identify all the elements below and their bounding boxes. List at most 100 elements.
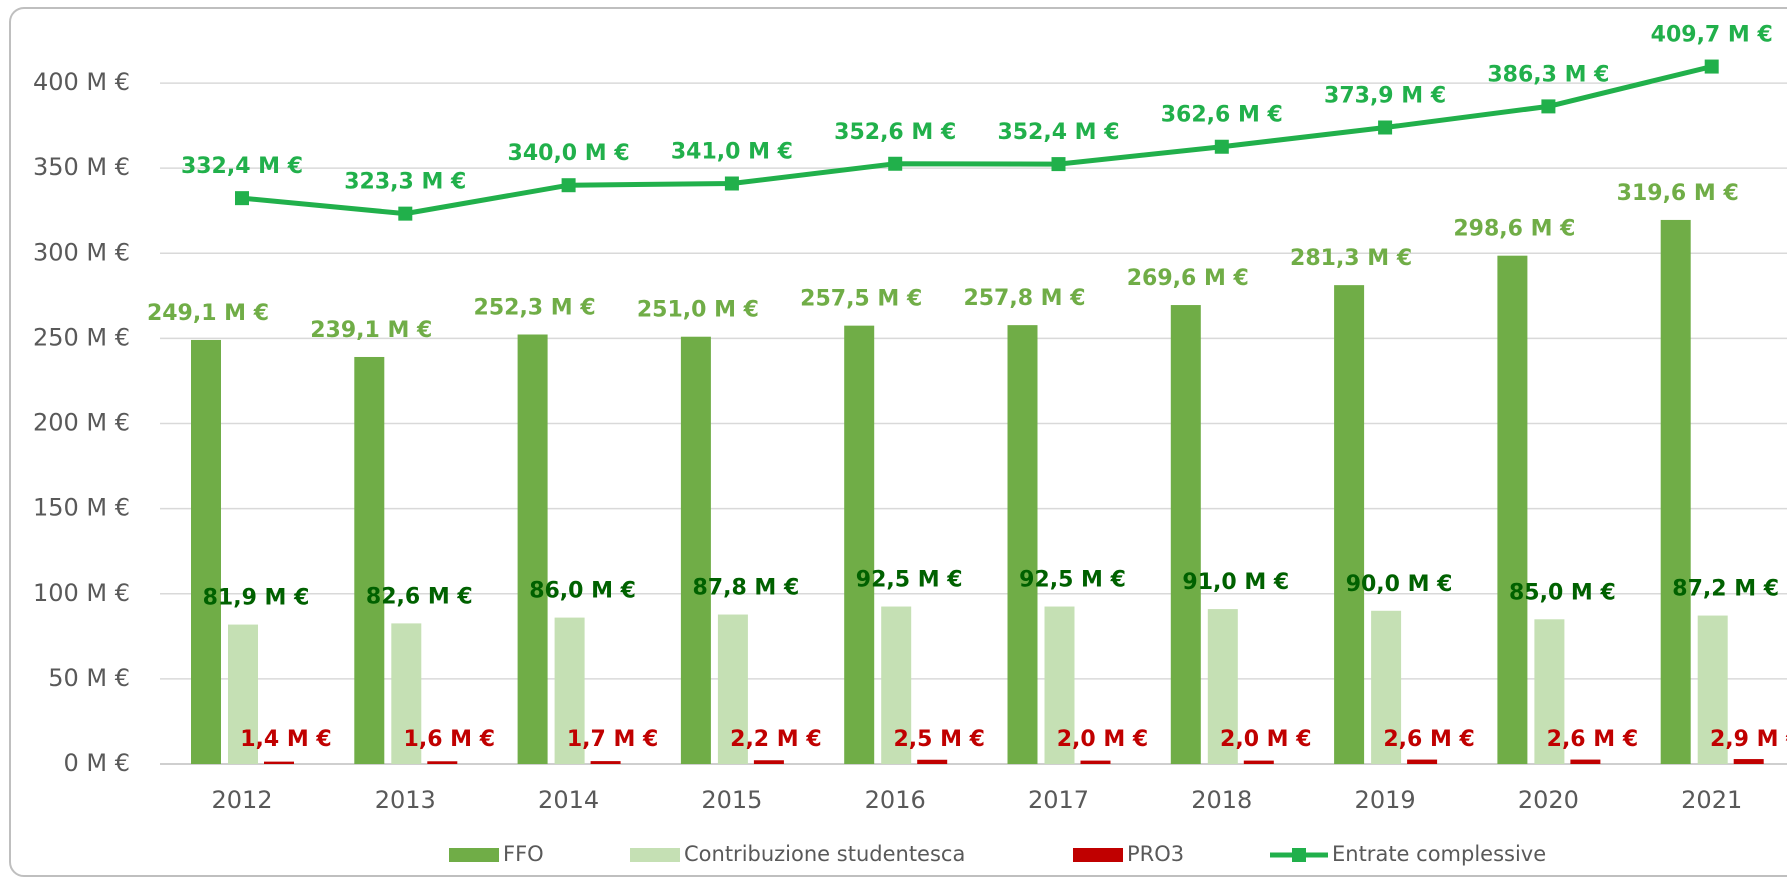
marker: [1051, 157, 1066, 172]
bar: [191, 339, 221, 764]
data-label: 81,9 M €: [203, 586, 310, 611]
bar: [264, 761, 294, 764]
bar: [1334, 285, 1365, 764]
data-label: 91,0 M €: [1182, 570, 1289, 595]
data-label: 92,5 M €: [1019, 568, 1126, 593]
x-tick-label: 2020: [1518, 786, 1579, 814]
data-label: 92,5 M €: [856, 568, 963, 593]
marker: [398, 206, 413, 221]
data-label: 239,1 M €: [310, 318, 432, 343]
bar: [1044, 606, 1075, 764]
bar: [1733, 759, 1764, 764]
y-tick-label: 300 M €: [33, 238, 130, 266]
bar: [1497, 255, 1528, 764]
data-label: 87,8 M €: [692, 576, 799, 601]
bar: [881, 606, 912, 764]
bar: [1007, 325, 1038, 764]
data-label: 281,3 M €: [1290, 246, 1412, 271]
data-label: 352,6 M €: [834, 120, 956, 145]
data-label: 340,0 M €: [508, 141, 630, 166]
x-tick-label: 2012: [211, 786, 272, 814]
data-label: 332,4 M €: [181, 154, 303, 179]
data-label: 341,0 M €: [671, 140, 793, 165]
bar: [517, 334, 548, 764]
marker: [1214, 139, 1229, 154]
data-label: 319,6 M €: [1617, 181, 1739, 206]
data-label: 82,6 M €: [366, 584, 473, 609]
data-label: 386,3 M €: [1487, 62, 1609, 87]
bar: [1207, 609, 1238, 764]
x-tick-label: 2017: [1028, 786, 1089, 814]
x-tick-label: 2013: [375, 786, 436, 814]
legend-swatch: [449, 848, 499, 862]
data-label: 85,0 M €: [1509, 580, 1616, 605]
data-label: 257,5 M €: [800, 287, 922, 312]
data-label: 257,8 M €: [963, 286, 1085, 311]
bar: [844, 325, 875, 764]
y-tick-label: 250 M €: [33, 323, 130, 351]
x-tick-label: 2014: [538, 786, 599, 814]
data-label: 362,6 M €: [1161, 103, 1283, 128]
x-tick-label: 2018: [1191, 786, 1252, 814]
data-label: 409,7 M €: [1651, 23, 1773, 48]
marker: [235, 191, 249, 206]
bar: [753, 760, 784, 764]
marker: [561, 178, 576, 193]
legend-label: Contribuzione studentesca: [684, 842, 965, 866]
bar: [427, 761, 458, 764]
data-label: 2,2 M €: [730, 727, 822, 752]
y-tick-label: 0 M €: [63, 749, 130, 777]
data-label: 2,5 M €: [893, 727, 985, 752]
bar: [1170, 305, 1201, 764]
data-label: 251,0 M €: [637, 298, 759, 323]
data-label: 1,6 M €: [404, 727, 496, 752]
line: [241, 64, 1713, 217]
bar: [1243, 760, 1274, 764]
legend-label: Entrate complessive: [1332, 842, 1546, 866]
x-tick-label: 2016: [865, 786, 926, 814]
x-tick-label: 2015: [701, 786, 762, 814]
legend-label: FFO: [503, 842, 544, 866]
bar: [1080, 760, 1111, 764]
y-tick-label: 400 M €: [33, 68, 130, 96]
y-tick-label: 100 M €: [33, 579, 130, 607]
data-label: 90,0 M €: [1346, 572, 1453, 597]
legend-swatch: [1073, 848, 1123, 862]
data-label: 323,3 M €: [344, 170, 466, 195]
y-tick-label: 150 M €: [33, 494, 130, 522]
data-label: 2,9 M €: [1710, 727, 1787, 752]
data-label: 2,6 M €: [1383, 727, 1475, 752]
legend-label: PRO3: [1127, 842, 1184, 866]
x-tick-label: 2019: [1355, 786, 1416, 814]
bar: [391, 623, 422, 764]
bar: [354, 356, 385, 764]
x-tick-label: 2021: [1681, 786, 1742, 814]
data-label: 87,2 M €: [1672, 577, 1779, 602]
marker: [1704, 59, 1719, 74]
bar: [1407, 759, 1438, 764]
bar: [1534, 619, 1565, 764]
bar: [917, 759, 948, 764]
y-tick-label: 200 M €: [33, 409, 130, 437]
data-label: 249,1 M €: [147, 301, 269, 326]
bar: [1570, 759, 1601, 764]
data-label: 2,0 M €: [1220, 727, 1312, 752]
legend-swatch: [1292, 848, 1306, 862]
marker: [1378, 120, 1393, 135]
data-label: 1,7 M €: [567, 727, 659, 752]
bar: [1371, 610, 1402, 764]
data-label: 373,9 M €: [1324, 84, 1446, 109]
bar: [228, 624, 258, 764]
y-tick-label: 50 M €: [48, 664, 130, 692]
marker: [724, 176, 739, 191]
data-label: 1,4 M €: [240, 727, 332, 752]
data-label: 2,0 M €: [1057, 727, 1149, 752]
data-label: 252,3 M €: [474, 296, 596, 321]
bar: [680, 336, 711, 764]
bar: [1697, 615, 1728, 764]
bar: [1660, 219, 1691, 764]
bar: [590, 761, 621, 764]
legend-swatch: [630, 848, 680, 862]
